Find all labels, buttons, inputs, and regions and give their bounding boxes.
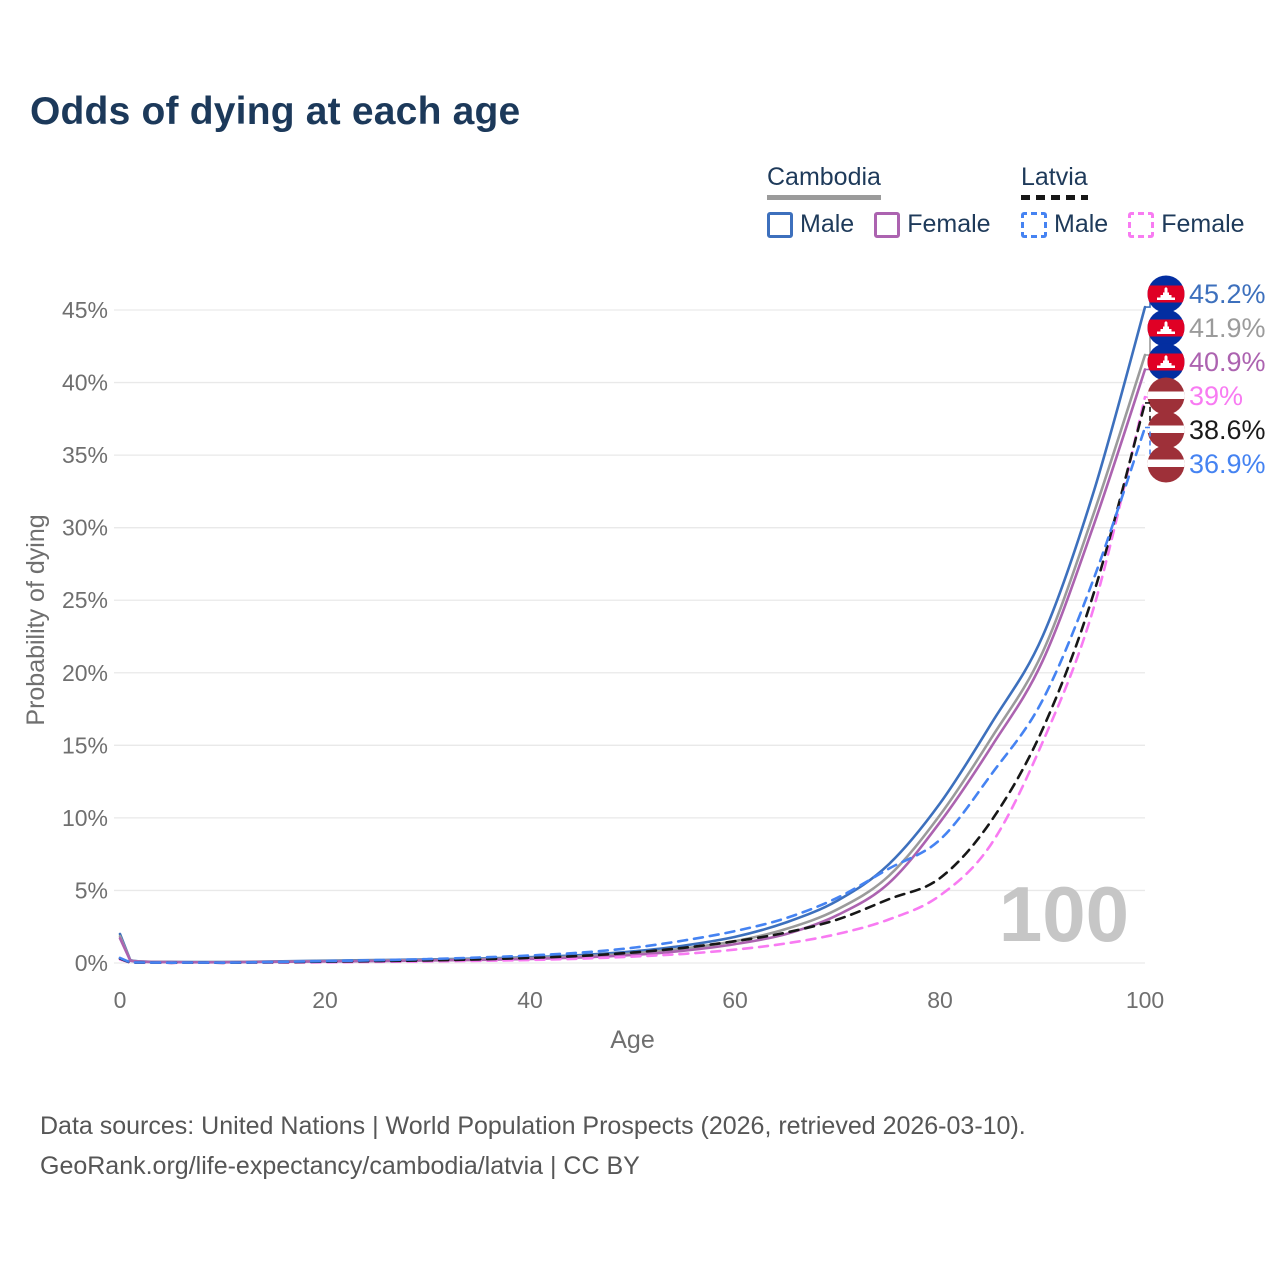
page-title: Odds of dying at each age: [30, 90, 521, 133]
x-tick-label: 40: [517, 987, 543, 1013]
angkor-wat-glyph: [1157, 355, 1175, 368]
cambodia-female-swatch-icon: [874, 211, 901, 238]
legend-item-label: Female: [907, 210, 991, 238]
legend-item-latvia-male[interactable]: Male: [1021, 210, 1108, 239]
end-value-label: 38.6%: [1189, 415, 1266, 445]
y-tick-label: 0%: [75, 950, 108, 976]
x-tick-label: 20: [312, 987, 338, 1013]
latvia-male-swatch-icon: [1021, 211, 1047, 238]
y-axis-title: Probability of dying: [22, 514, 50, 725]
footer-attribution: GeoRank.org/life-expectancy/cambodia/lat…: [40, 1152, 640, 1180]
x-tick-label: 60: [722, 987, 748, 1013]
latvia-female-swatch-icon: [1128, 211, 1155, 238]
end-value-label: 39%: [1189, 381, 1243, 411]
legend-item-label: Female: [1161, 210, 1245, 238]
flag-cambodia-icon: [1147, 343, 1185, 381]
flag-cambodia-icon: [1147, 309, 1185, 347]
end-value-label: 36.9%: [1189, 449, 1266, 479]
series-line-cambodia-female[interactable]: [118, 368, 1147, 964]
series-line-latvia-both-sexes[interactable]: [118, 401, 1147, 965]
latvia-combined-line-swatch: [1021, 195, 1088, 200]
end-label-leader: [1145, 426, 1154, 465]
y-tick-label: 40%: [62, 370, 108, 396]
legend-country-label: Latvia: [1021, 163, 1088, 191]
y-tick-label: 10%: [62, 805, 108, 831]
series-line-cambodia-male[interactable]: [118, 305, 1147, 964]
legend-country-cambodia: Cambodia: [767, 163, 881, 200]
end-value-label: 41.9%: [1189, 313, 1266, 343]
y-tick-label: 30%: [62, 515, 108, 541]
legend-group-cambodia: Cambodia Male Female: [767, 163, 1011, 239]
age-watermark: 100: [999, 870, 1129, 958]
flag-latvia-icon: [1147, 377, 1185, 415]
legend-row-latvia: Male Female: [1021, 210, 1265, 239]
flag-cambodia-icon: [1147, 275, 1185, 313]
cambodia-male-swatch-icon: [767, 211, 793, 238]
series-line-latvia-male[interactable]: [118, 426, 1147, 965]
legend-item-cambodia-female[interactable]: Female: [874, 210, 991, 239]
series-line-latvia-female[interactable]: [118, 395, 1147, 965]
legend-item-latvia-female[interactable]: Female: [1128, 210, 1245, 239]
legend-item-label: Male: [800, 210, 855, 238]
legend-item-label: Male: [1054, 210, 1109, 238]
legend-country-latvia: Latvia: [1021, 163, 1088, 200]
angkor-wat-glyph: [1157, 287, 1175, 300]
legend-item-cambodia-male[interactable]: Male: [767, 210, 854, 239]
y-tick-label: 35%: [62, 442, 108, 468]
y-tick-label: 45%: [62, 297, 108, 323]
end-label-leader: [1145, 402, 1154, 431]
legend-row-cambodia: Male Female: [767, 210, 1011, 239]
footer-data-sources: Data sources: United Nations | World Pop…: [40, 1112, 1026, 1140]
series-line-cambodia-both-sexes[interactable]: [118, 353, 1147, 964]
end-value-label: 45.2%: [1189, 279, 1266, 309]
x-tick-label: 80: [927, 987, 953, 1013]
flag-latvia-icon: [1147, 445, 1185, 483]
angkor-wat-glyph: [1157, 321, 1175, 334]
footer: Data sources: United Nations | World Pop…: [40, 1106, 1026, 1186]
y-tick-label: 5%: [75, 877, 108, 903]
legend-group-latvia: Latvia Male Female: [1021, 163, 1265, 239]
x-tick-label: 100: [1126, 987, 1164, 1013]
cambodia-combined-line-swatch: [767, 195, 881, 200]
y-tick-label: 15%: [62, 732, 108, 758]
x-tick-label: 0: [114, 987, 127, 1013]
end-value-label: 40.9%: [1189, 347, 1266, 377]
y-tick-label: 25%: [62, 587, 108, 613]
legend-country-label: Cambodia: [767, 163, 881, 191]
y-tick-label: 20%: [62, 660, 108, 686]
x-axis-title: Age: [610, 1026, 654, 1054]
flag-latvia-icon: [1147, 411, 1185, 449]
